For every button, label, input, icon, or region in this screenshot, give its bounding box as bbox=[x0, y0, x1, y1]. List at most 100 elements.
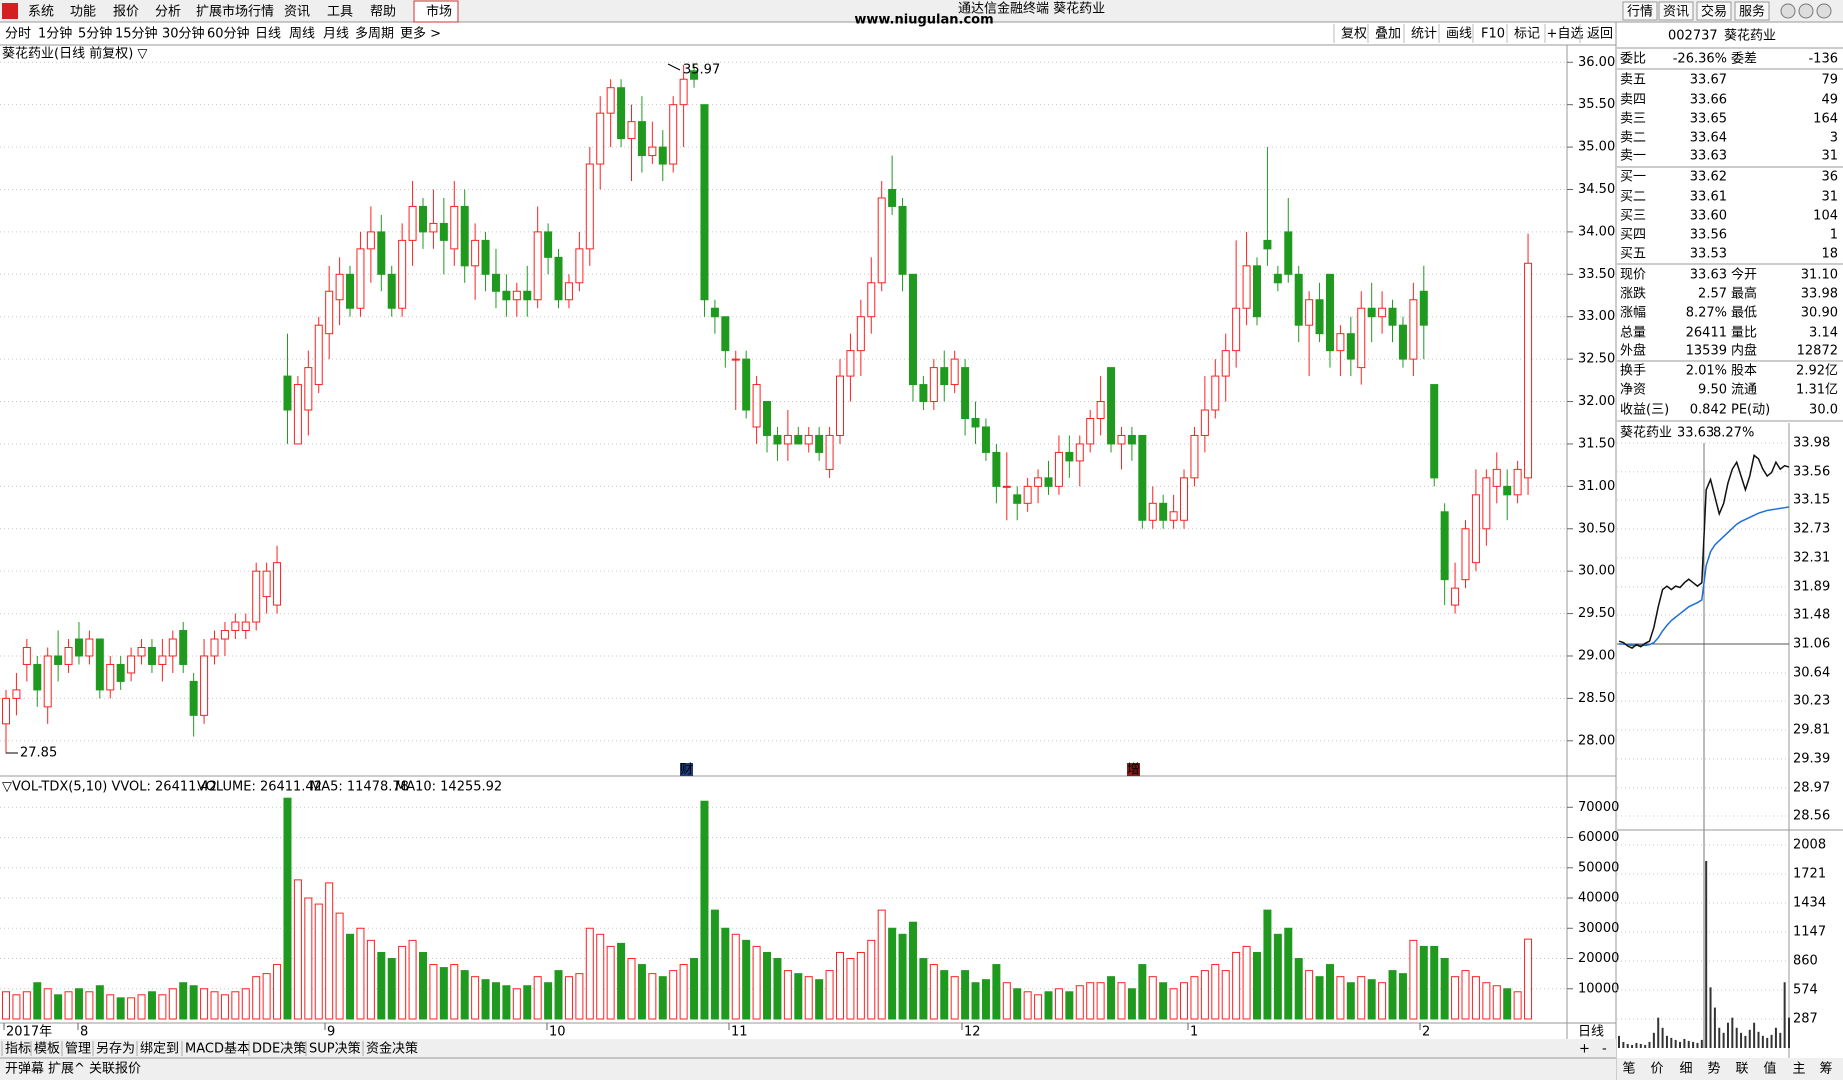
period-tab[interactable]: 周线 bbox=[289, 27, 315, 42]
intraday-tick-label: 32.31 bbox=[1793, 550, 1830, 565]
candle-body bbox=[1378, 307, 1387, 318]
menu-button-label[interactable]: 行情 bbox=[1627, 5, 1653, 20]
toolbar-button[interactable]: F10 bbox=[1481, 27, 1505, 42]
period-tab[interactable]: 1分钟 bbox=[38, 26, 72, 42]
intraday-tab[interactable]: 筹 bbox=[1819, 1061, 1832, 1077]
toolbar-button[interactable]: 叠加 bbox=[1375, 27, 1401, 42]
candle-body bbox=[1180, 477, 1189, 521]
period-tab[interactable]: 月线 bbox=[323, 27, 349, 42]
candle-body bbox=[1242, 265, 1251, 309]
volume-bar bbox=[408, 939, 417, 1020]
status-item[interactable]: 关联报价 bbox=[89, 1062, 141, 1077]
menu-item[interactable]: 资讯 bbox=[284, 5, 310, 20]
event-marker[interactable] bbox=[680, 763, 693, 776]
candle-body bbox=[1034, 477, 1043, 487]
volume-bar bbox=[1513, 991, 1522, 1020]
indicator-tab[interactable]: 管理 bbox=[65, 1042, 91, 1057]
toolbar-button[interactable]: +自选 bbox=[1547, 27, 1584, 42]
candle-body bbox=[1232, 307, 1241, 352]
period-tab[interactable]: 15分钟 bbox=[115, 26, 158, 42]
menu-item[interactable]: 扩展市场行情 bbox=[196, 4, 274, 20]
candle-body bbox=[398, 239, 407, 309]
candle-body bbox=[1357, 307, 1366, 369]
menu-item[interactable]: 分析 bbox=[155, 5, 181, 20]
quote-label: 总量 bbox=[1620, 326, 1646, 341]
menu-button-label[interactable]: 服务 bbox=[1739, 4, 1765, 20]
toolbar-button[interactable]: 返回 bbox=[1587, 27, 1613, 42]
intraday-tab[interactable]: 值 bbox=[1763, 1061, 1776, 1077]
intraday-tab[interactable]: 价 bbox=[1650, 1062, 1663, 1077]
indicator-tab[interactable]: DDE决策 bbox=[252, 1041, 306, 1057]
period-tab[interactable]: 多周期 bbox=[355, 26, 394, 42]
indicator-tab[interactable]: 资金决策 bbox=[366, 1041, 418, 1057]
period-tab[interactable]: 日线 bbox=[255, 27, 281, 42]
period-tab[interactable]: 60分钟 bbox=[207, 26, 250, 42]
price-tick-label: 29.50 bbox=[1578, 606, 1615, 621]
order-price: 33.56 bbox=[1690, 228, 1727, 243]
volume-bar bbox=[929, 964, 938, 1020]
volume-bar bbox=[585, 927, 594, 1020]
intraday-tab[interactable]: 主 bbox=[1792, 1062, 1805, 1077]
event-marker-label[interactable]: 财 bbox=[680, 763, 693, 778]
indicator-tab[interactable]: SUP决策 bbox=[309, 1041, 361, 1057]
menu-button[interactable] bbox=[1696, 1, 1732, 21]
period-tab[interactable]: 5分钟 bbox=[78, 26, 112, 42]
menu-item[interactable]: 市场 bbox=[426, 4, 452, 20]
menu-item[interactable]: 功能 bbox=[70, 5, 96, 20]
intraday-tab[interactable]: 笔 bbox=[1622, 1061, 1635, 1077]
menu-item[interactable]: 工具 bbox=[327, 5, 353, 20]
candle-body bbox=[502, 290, 511, 301]
intraday-tab[interactable]: 势 bbox=[1707, 1061, 1720, 1077]
menu-button[interactable] bbox=[1658, 1, 1694, 21]
candle-body bbox=[85, 638, 94, 657]
candle-body bbox=[1430, 384, 1439, 479]
indicator-tab[interactable]: 绑定到 bbox=[140, 1042, 179, 1057]
volume-bar bbox=[1086, 982, 1095, 1020]
indicator-tab[interactable]: 另存为 bbox=[96, 1042, 135, 1057]
intraday-tab[interactable]: 细 bbox=[1679, 1062, 1692, 1077]
menu-item[interactable]: 系统 bbox=[28, 5, 54, 20]
status-item[interactable]: 扩展^ bbox=[48, 1062, 85, 1077]
order-level: 卖二 bbox=[1620, 131, 1646, 146]
quote-value: 0.842 bbox=[1690, 403, 1727, 418]
toolbar-button[interactable]: 统计 bbox=[1411, 27, 1437, 42]
period-bar bbox=[0, 22, 1843, 45]
candle-body bbox=[1075, 443, 1084, 462]
volume-bar bbox=[1325, 964, 1334, 1020]
intraday-tab[interactable]: 联 bbox=[1735, 1062, 1748, 1077]
volume-bar bbox=[512, 988, 521, 1020]
period-tab[interactable]: 分时 bbox=[5, 27, 31, 42]
indicator-tab[interactable]: 模板 bbox=[34, 1042, 60, 1057]
zoom-button[interactable]: - bbox=[1602, 1042, 1607, 1057]
period-tab[interactable]: 30分钟 bbox=[162, 26, 205, 42]
menu-button-label[interactable]: 资讯 bbox=[1663, 5, 1689, 20]
menu-item[interactable]: 报价 bbox=[113, 5, 139, 20]
toolbar-button[interactable]: 画线 bbox=[1446, 27, 1472, 42]
zoom-button[interactable]: + bbox=[1579, 1042, 1590, 1057]
menu-item[interactable]: 帮助 bbox=[370, 5, 396, 20]
toolbar-button[interactable]: 复权 bbox=[1341, 26, 1367, 42]
period-tab[interactable]: 更多 > bbox=[400, 26, 441, 42]
event-marker[interactable] bbox=[1127, 763, 1140, 776]
volume-bar bbox=[710, 909, 719, 1020]
volume-bar bbox=[1471, 976, 1480, 1020]
volume-tick-label: 50000 bbox=[1578, 860, 1619, 875]
candle-body bbox=[1492, 468, 1501, 487]
menu-button[interactable] bbox=[1622, 1, 1658, 21]
toolbar-button[interactable]: 标记 bbox=[1514, 27, 1540, 42]
candle-body bbox=[1471, 494, 1480, 564]
event-marker-label[interactable]: 增 bbox=[1127, 763, 1140, 778]
window-minimize[interactable] bbox=[1780, 3, 1796, 19]
price-tick-label: 28.50 bbox=[1578, 691, 1615, 706]
volume-bar bbox=[961, 970, 970, 1020]
menu-button[interactable] bbox=[1734, 1, 1770, 21]
indicator-tab[interactable]: 指标 bbox=[5, 1042, 31, 1057]
indicator-tab[interactable]: MACD基本 bbox=[185, 1042, 250, 1057]
bottom-bar bbox=[0, 1039, 1616, 1080]
status-item[interactable]: 开弹幕 bbox=[5, 1062, 44, 1077]
window-close[interactable] bbox=[1816, 3, 1832, 19]
menu-button-label[interactable]: 交易 bbox=[1701, 4, 1727, 20]
intraday-tick-label: 30.23 bbox=[1793, 694, 1830, 709]
window-restore[interactable] bbox=[1798, 3, 1814, 19]
market-tab[interactable] bbox=[413, 0, 459, 23]
